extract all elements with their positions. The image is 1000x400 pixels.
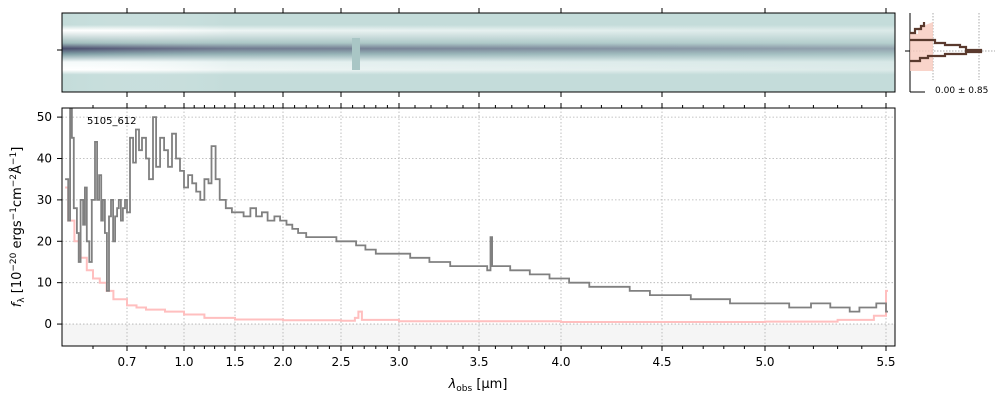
y-tick-label: 30 bbox=[37, 193, 52, 207]
x-tick-label: 1.0 bbox=[174, 355, 193, 369]
2d-spectrum-panel bbox=[57, 8, 896, 97]
x-tick-label: 5.0 bbox=[755, 355, 774, 369]
main-plot: 0.7 1.0 1.5 2.0 2.5 3.0 3.5 4.0 4.5 5.0 5.5 0 10 20 30… bbox=[9, 103, 896, 394]
profile-line bbox=[910, 22, 983, 63]
object-id-annotation: 5105_612 bbox=[87, 116, 137, 127]
profile-panel: 0.00 ± 0.85 bbox=[905, 13, 995, 96]
2d-artifact bbox=[352, 38, 360, 70]
x-tick-label: 5.5 bbox=[876, 355, 895, 369]
negative-region bbox=[62, 324, 895, 346]
flux-series-line bbox=[65, 107, 888, 313]
profile-label: 0.00 ± 0.85 bbox=[935, 86, 988, 96]
x-tick-label: 4.5 bbox=[652, 355, 671, 369]
x-tick-label: 2.5 bbox=[331, 355, 350, 369]
y-tick-label: 20 bbox=[37, 234, 52, 248]
y-tick-label: 10 bbox=[37, 276, 52, 290]
x-tick-label: 3.0 bbox=[389, 355, 408, 369]
y-tick-label: 0 bbox=[44, 317, 52, 331]
x-tick-label: 4.0 bbox=[551, 355, 570, 369]
x-tick-label: 3.5 bbox=[469, 355, 488, 369]
x-tick-label: 2.0 bbox=[273, 355, 292, 369]
x-axis-label: λobs [μm] bbox=[448, 377, 508, 394]
x-tick-label: 0.7 bbox=[117, 355, 136, 369]
x-tick-label: 1.5 bbox=[225, 355, 244, 369]
y-axis-label: fλ [10−20 ergs−1cm−2Å−1] bbox=[9, 147, 27, 308]
y-tick-label: 50 bbox=[37, 110, 52, 124]
error-series-line bbox=[65, 186, 888, 323]
y-tick-label: 40 bbox=[37, 151, 52, 165]
